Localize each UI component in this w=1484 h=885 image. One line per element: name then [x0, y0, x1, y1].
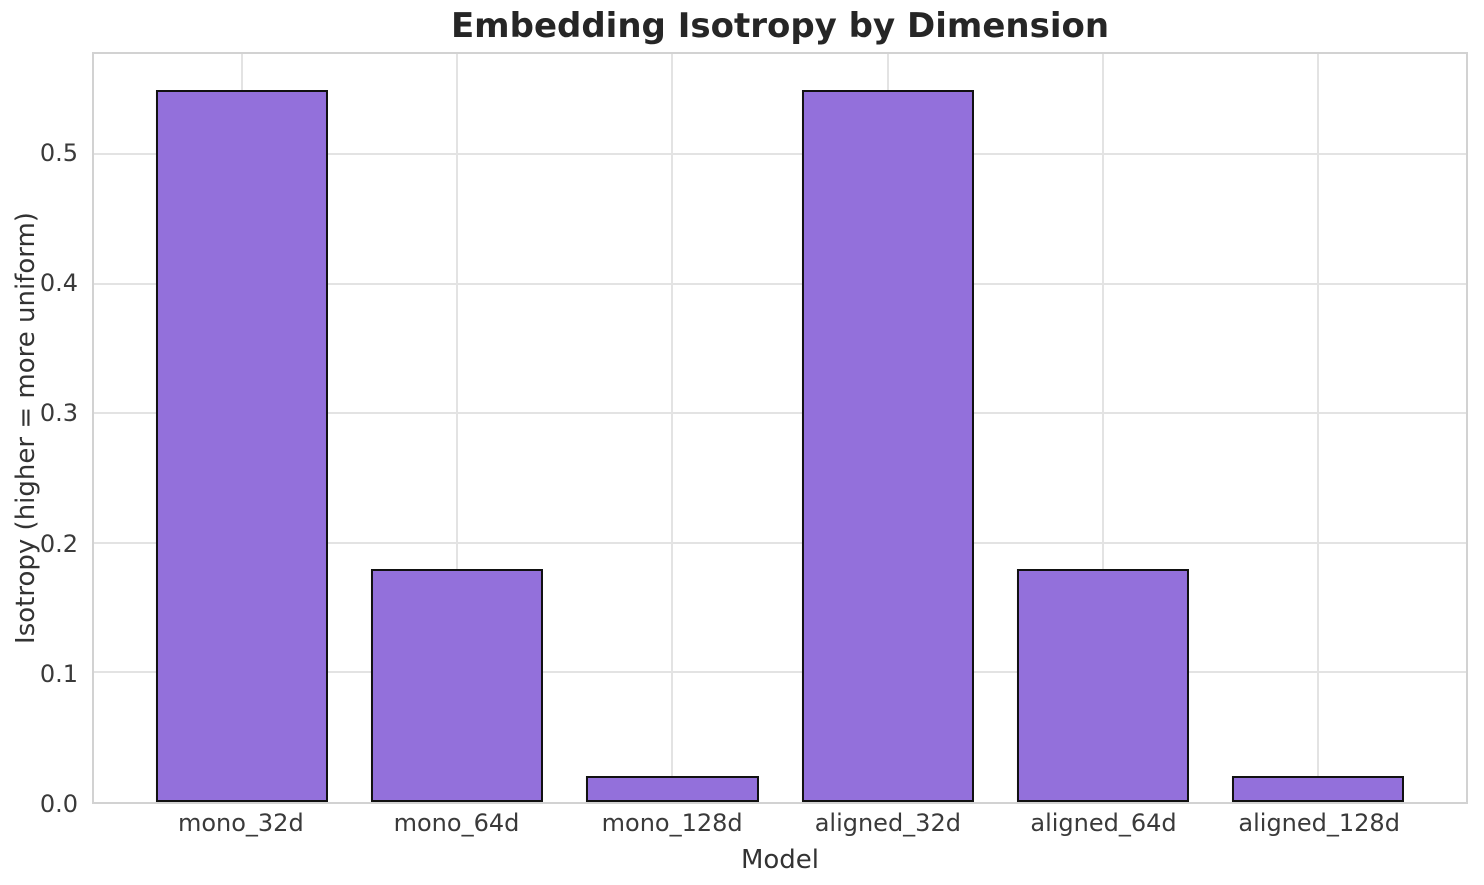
- x-tick-label: aligned_64d: [1030, 809, 1177, 837]
- h-gridline: [94, 541, 1466, 544]
- bar-mono_128d: [586, 776, 759, 802]
- y-tick-labels: 0.0 0.1 0.2 0.3 0.4 0.5: [0, 52, 78, 818]
- h-gridline: [94, 412, 1466, 415]
- y-tick-label: 0.4: [39, 269, 78, 298]
- bar-mono_64d: [371, 568, 544, 802]
- h-gridline: [94, 671, 1466, 674]
- h-gridline: [94, 153, 1466, 156]
- x-tick-label: mono_64d: [393, 809, 520, 837]
- v-gridline: [671, 54, 674, 802]
- bar-mono_32d: [156, 89, 329, 802]
- x-tick-labels: mono_32d mono_64d mono_128d aligned_32d alig…: [92, 806, 1468, 842]
- y-tick-label: 0.2: [39, 529, 78, 558]
- v-gridline: [456, 54, 459, 802]
- y-tick-label: 0.0: [39, 790, 78, 818]
- y-tick-label: 0.5: [39, 138, 78, 167]
- h-gridline: [94, 282, 1466, 285]
- x-tick-label: mono_32d: [177, 809, 304, 837]
- y-tick-label: 0.3: [39, 399, 78, 428]
- bar-aligned_128d: [1231, 776, 1404, 802]
- bar-aligned_32d: [801, 89, 974, 802]
- x-tick-label: aligned_32d: [814, 809, 961, 837]
- v-gridline: [1101, 54, 1104, 802]
- bars: [94, 54, 1466, 802]
- y-axis-label: Isotropy (higher = more uniform): [11, 212, 41, 644]
- x-axis-label: Model: [740, 845, 820, 875]
- v-gridline: [1316, 54, 1319, 802]
- bar-aligned_64d: [1016, 568, 1189, 802]
- y-tick-label: 0.1: [39, 659, 78, 688]
- plot-area: [92, 52, 1468, 804]
- chart-title: Embedding Isotropy by Dimension: [450, 6, 1110, 46]
- x-tick-label: aligned_128d: [1238, 809, 1400, 837]
- x-tick-label: mono_128d: [601, 809, 743, 837]
